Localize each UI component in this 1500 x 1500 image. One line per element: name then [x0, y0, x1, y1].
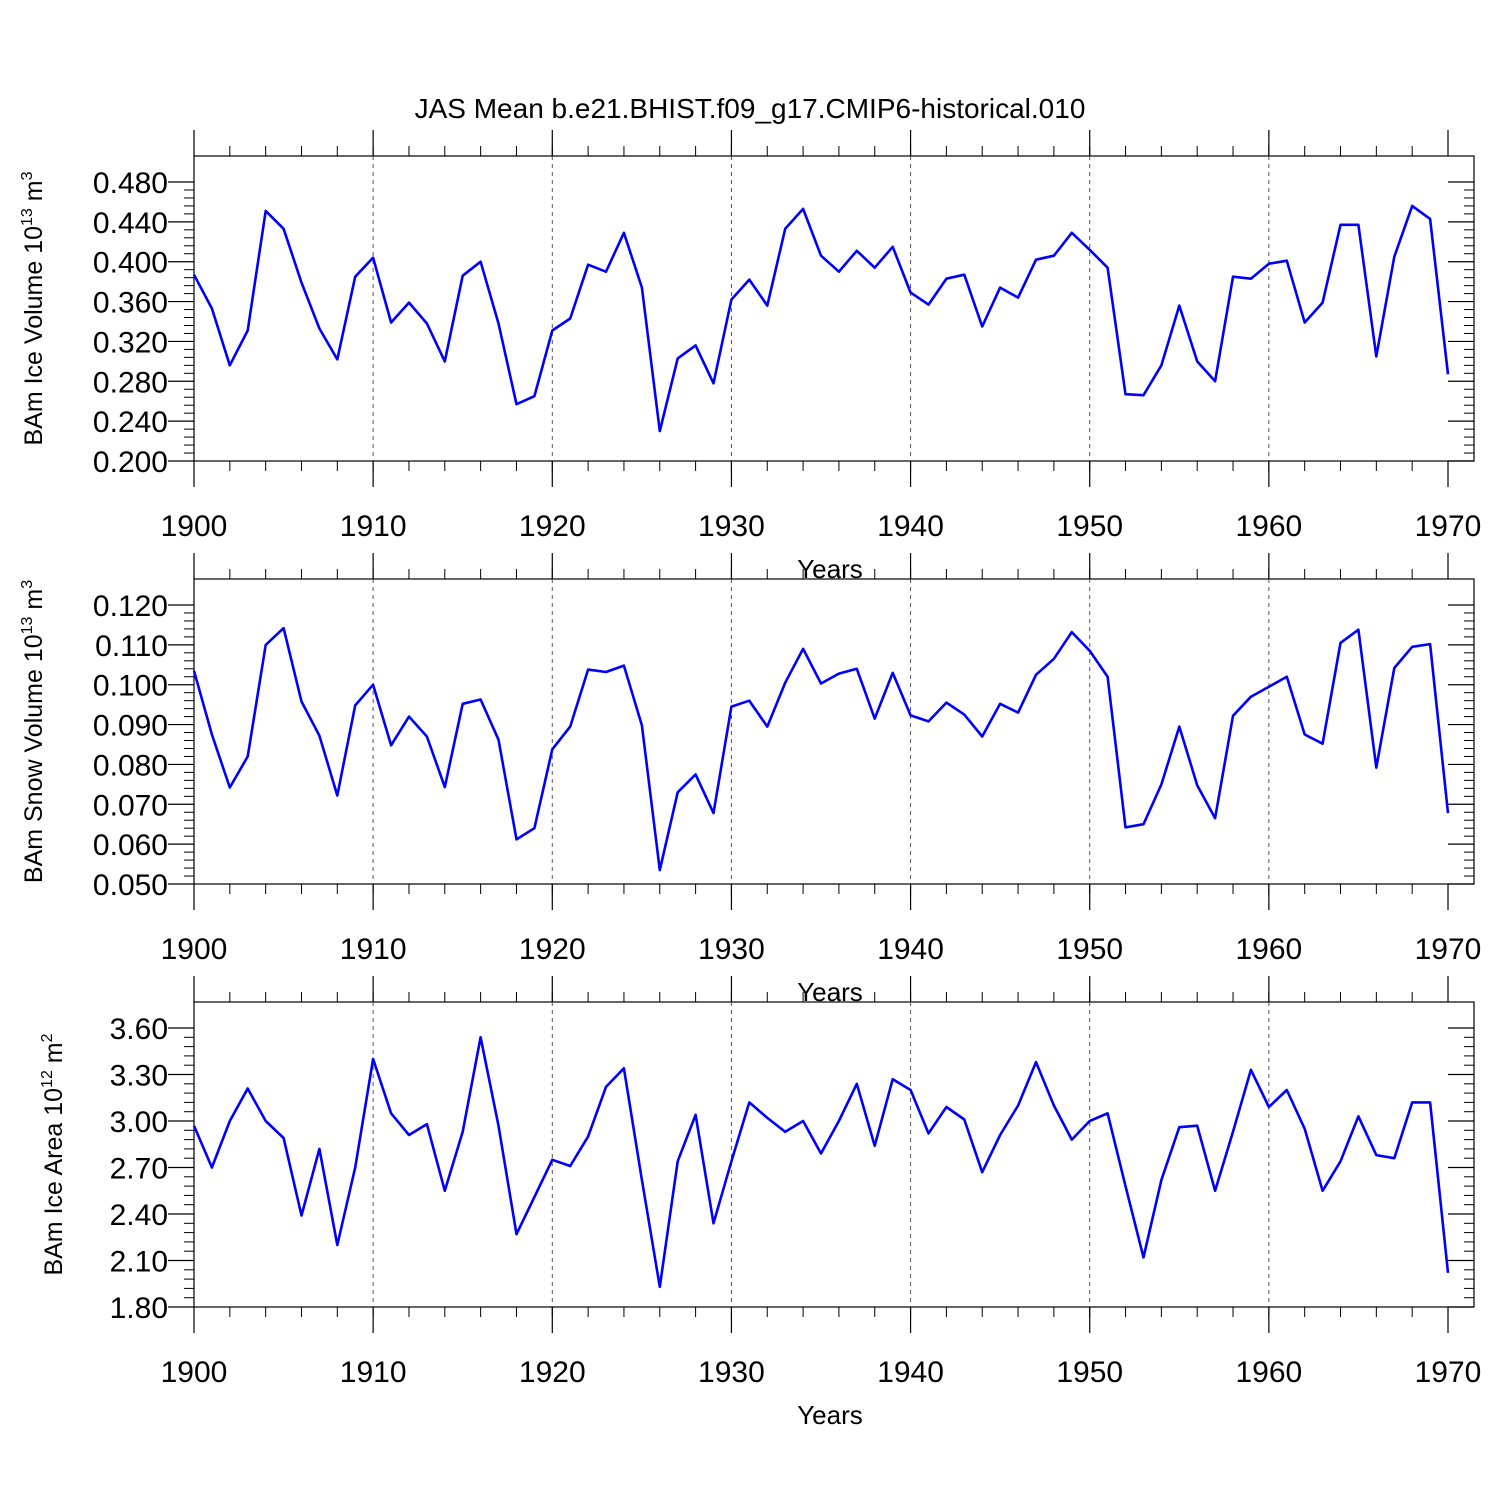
y-tick-label: 1.80 [110, 1292, 168, 1325]
x-tick-label: 1930 [698, 1356, 765, 1389]
x-tick-label: 1910 [340, 510, 407, 543]
x-tick-label: 1960 [1235, 1356, 1302, 1389]
x-tick-label: 1940 [877, 933, 944, 966]
y-tick-label: 2.40 [110, 1199, 168, 1232]
y-tick-label: 0.320 [93, 326, 168, 359]
x-tick-label: 1910 [340, 933, 407, 966]
y-tick-label: 0.400 [93, 247, 168, 280]
x-tick-label: 1950 [1056, 1356, 1123, 1389]
ylabel-exponent: 12 [39, 1070, 56, 1088]
y-tick-label: 3.30 [110, 1060, 168, 1093]
y-tick-label: 0.240 [93, 406, 168, 439]
y-tick-label: 0.200 [93, 446, 168, 479]
x-tick-label: 1930 [698, 933, 765, 966]
ylabel-unit-exponent: 3 [19, 171, 36, 180]
x-tick-label: 1900 [161, 510, 228, 543]
y-tick-label: 0.110 [95, 630, 168, 663]
ylabel-ice-area: BAm Ice Area 1012 m2 [39, 1033, 68, 1275]
xlabel-ice-area: Years [797, 1400, 863, 1430]
y-tick-label: 0.070 [93, 789, 168, 822]
x-tick-label: 1930 [698, 510, 765, 543]
series-line [192, 204, 1450, 433]
x-tick-label: 1920 [519, 933, 586, 966]
plot-frame [193, 1001, 1475, 1308]
ylabel-unit: m [40, 1042, 68, 1070]
y-tick-label: 0.360 [93, 287, 168, 320]
y-tick-label: 3.60 [110, 1013, 168, 1046]
y-tick-label: 3.00 [110, 1106, 168, 1139]
y-tick-label: 0.060 [93, 829, 168, 862]
x-tick-label: 1950 [1056, 933, 1123, 966]
y-tick-label: 0.050 [93, 869, 168, 902]
ylabel-unit-exponent: 2 [39, 1033, 56, 1042]
ylabel-exponent: 13 [19, 208, 36, 226]
x-tick-label: 1910 [340, 1356, 407, 1389]
y-tick-label: 0.120 [93, 590, 168, 623]
ylabel-exponent: 13 [19, 616, 36, 634]
x-tick-label: 1940 [877, 510, 944, 543]
ylabel-main: BAm Ice Volume 10 [20, 226, 48, 446]
y-tick-label: 0.090 [93, 710, 168, 743]
ylabel-ice-volume: BAm Ice Volume 1013 m3 [19, 171, 48, 445]
plot-frame [193, 578, 1475, 885]
ylabel-unit: m [20, 589, 48, 617]
x-tick-label: 1960 [1235, 933, 1302, 966]
x-tick-label: 1970 [1415, 933, 1482, 966]
y-tick-label: 0.280 [93, 366, 168, 399]
x-tick-label: 1960 [1235, 510, 1302, 543]
panel-ice-volume: BAm Ice Volume 1013 m3 Years 1900 1910 192… [19, 130, 1481, 584]
figure-title: JAS Mean b.e21.BHIST.f09_g17.CMIP6-histo… [415, 93, 1086, 124]
ylabel-main: BAm Snow Volume 10 [20, 634, 48, 883]
x-tick-label: 1920 [519, 510, 586, 543]
x-tick-label: 1940 [877, 1356, 944, 1389]
y-tick-label: 0.100 [93, 670, 168, 703]
x-tick-label: 1900 [161, 1356, 228, 1389]
y-tick-label: 0.440 [93, 207, 168, 240]
ylabel-main: BAm Ice Area 10 [40, 1088, 68, 1276]
x-tick-label: 1900 [161, 933, 228, 966]
y-tick-label: 0.480 [93, 167, 168, 200]
ylabel-snow-volume: BAm Snow Volume 1013 m3 [19, 580, 48, 883]
x-tick-label: 1950 [1056, 510, 1123, 543]
ylabel-unit: m [20, 180, 48, 208]
panel-ice-area: BAm Ice Area 1012 m2 Years 1900 1910 1920 1… [39, 976, 1481, 1430]
x-tick-label: 1970 [1415, 1356, 1482, 1389]
plot-frame [193, 155, 1475, 462]
series-line [192, 1036, 1450, 1289]
ylabel-unit-exponent: 3 [19, 580, 36, 589]
x-tick-label: 1970 [1415, 510, 1482, 543]
y-tick-label: 2.10 [110, 1246, 168, 1279]
x-tick-label: 1920 [519, 1356, 586, 1389]
y-tick-label: 2.70 [110, 1153, 168, 1186]
series-line [192, 626, 1450, 872]
panel-snow-volume: BAm Snow Volume 1013 m3 Years 1900 1910 19… [19, 553, 1481, 1007]
y-tick-label: 0.080 [93, 749, 168, 782]
